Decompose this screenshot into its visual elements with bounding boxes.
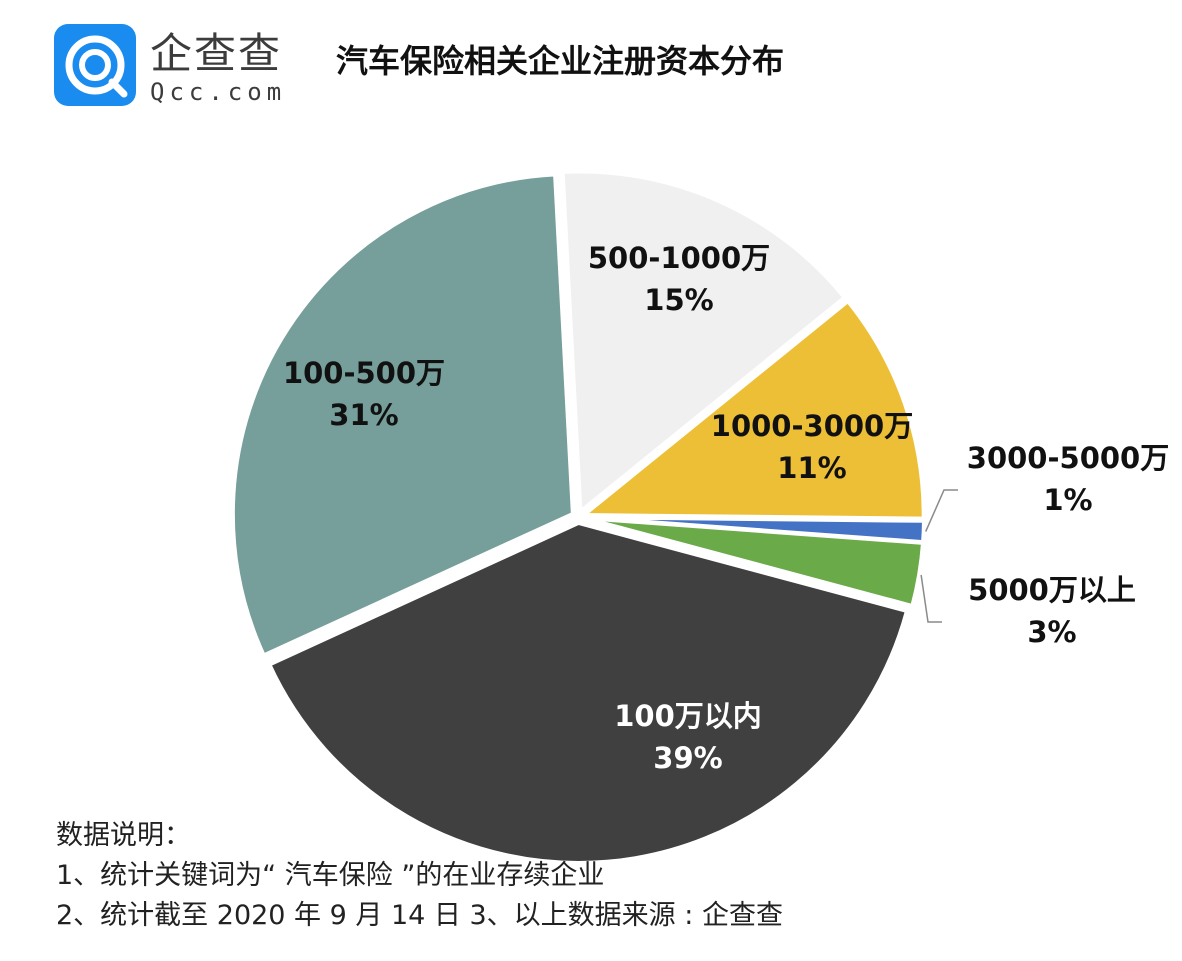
slice-percent-label: 39% bbox=[653, 741, 722, 775]
slice-percent-label: 11% bbox=[777, 451, 846, 485]
brand-domain: Qcc.com bbox=[150, 78, 287, 106]
qcc-logo-mark bbox=[65, 35, 128, 98]
slice-label: 500-1000万 bbox=[588, 241, 770, 275]
slice-label: 100万以内 bbox=[614, 699, 762, 733]
brand-logo-icon bbox=[54, 24, 136, 106]
pie-slice bbox=[230, 172, 575, 659]
brand-name: 企查查 bbox=[150, 29, 283, 78]
slice-label: 1000-3000万 bbox=[711, 409, 913, 443]
slice-percent-label: 1% bbox=[1043, 483, 1092, 517]
data-notes: 数据说明： 1、统计关键词为“ 汽车保险 ”的在业存续企业 2、统计截至 202… bbox=[56, 816, 783, 936]
slice-label: 5000万以上 bbox=[968, 573, 1136, 607]
slice-percent-label: 15% bbox=[644, 283, 713, 317]
notes-heading: 数据说明： bbox=[56, 820, 191, 851]
slice-label: 3000-5000万 bbox=[967, 441, 1169, 475]
pie-slice bbox=[578, 298, 926, 521]
leader-line bbox=[920, 574, 942, 623]
notes-line-1: 1、统计关键词为“ 汽车保险 ”的在业存续企业 bbox=[56, 860, 605, 891]
slice-percent-label: 31% bbox=[329, 398, 398, 432]
pie-slice bbox=[266, 520, 910, 865]
slice-percent-label: 3% bbox=[1027, 615, 1076, 649]
slice-label: 100-500万 bbox=[283, 356, 445, 390]
pie-slice bbox=[583, 516, 926, 609]
pie-slice bbox=[560, 169, 848, 516]
leader-line bbox=[925, 489, 958, 532]
notes-line-2: 2、统计截至 2020 年 9 月 14 日 3、以上数据来源 : 企查查 bbox=[56, 900, 783, 931]
chart-title: 汽车保险相关企业注册资本分布 bbox=[336, 42, 785, 80]
